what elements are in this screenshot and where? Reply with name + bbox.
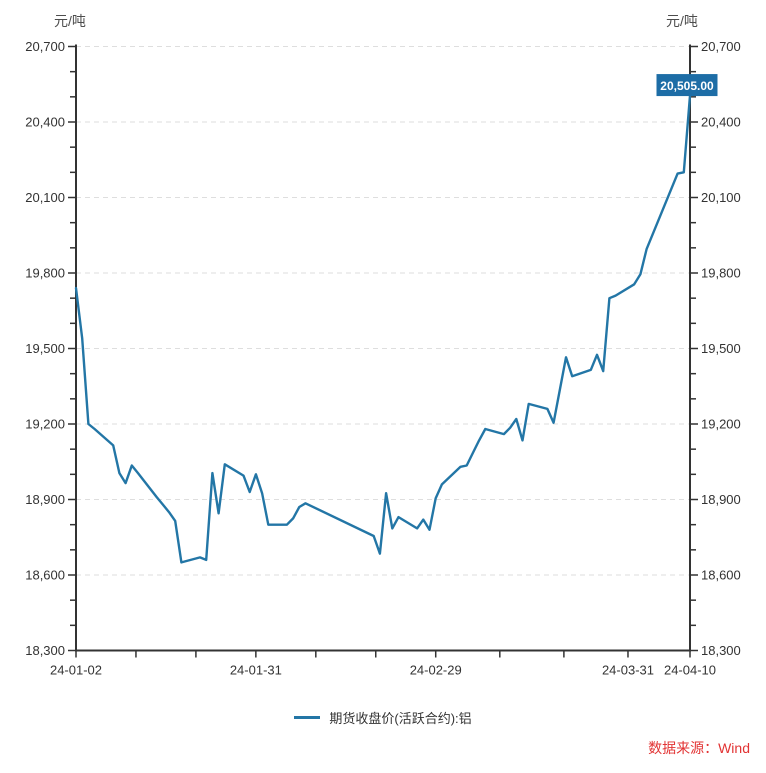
x-axis-labels: 24-01-02 24-01-31 24-02-29 24-03-31 24-04-10 xyxy=(50,663,716,678)
x-tick-label: 24-01-31 xyxy=(230,663,282,678)
last-price-badge: 20,505.00 xyxy=(656,74,718,97)
x-axis-ticks xyxy=(75,650,691,658)
y-tick-label-left: 18,600 xyxy=(25,568,65,583)
y-tick-label-left: 18,900 xyxy=(25,492,65,507)
y-tick-label-left: 19,200 xyxy=(25,417,65,432)
x-tick-label: 24-03-31 xyxy=(602,663,654,678)
y-tick-label-right: 18,900 xyxy=(701,492,741,507)
y-tick-label-right: 20,100 xyxy=(701,190,741,205)
legend-line-swatch xyxy=(294,715,321,719)
price-line xyxy=(74,94,692,564)
gridlines xyxy=(76,46,690,576)
y-tick-label-right: 19,800 xyxy=(701,266,741,281)
axes xyxy=(75,44,691,652)
price-line-chart[interactable]: 18,300 18,300 18,600 18,600 18,900 18,900 19,2… xyxy=(0,0,766,700)
y-axis-unit-left: 元/吨 xyxy=(54,13,86,29)
y-tick-label-right: 18,300 xyxy=(701,643,741,658)
y-tick-label-left: 20,700 xyxy=(25,39,65,54)
y-axis-unit-right: 元/吨 xyxy=(666,13,698,29)
y-tick-label-left: 19,500 xyxy=(25,341,65,356)
legend[interactable]: 期货收盘价(活跃合约):铝 xyxy=(0,706,766,728)
y-axis-labels: 18,300 18,300 18,600 18,600 18,900 18,900 19,2… xyxy=(25,39,741,658)
y-tick-label-left: 20,400 xyxy=(25,115,65,130)
y-tick-label-right: 19,200 xyxy=(701,417,741,432)
x-tick-label: 24-04-10 xyxy=(664,663,716,678)
last-price-badge-text: 20,505.00 xyxy=(660,79,714,93)
y-tick-label-left: 19,800 xyxy=(25,266,65,281)
y-axis-ticks xyxy=(68,45,698,652)
y-tick-label-left: 20,100 xyxy=(25,190,65,205)
y-tick-label-right: 18,600 xyxy=(701,568,741,583)
y-tick-label-left: 18,300 xyxy=(25,643,65,658)
legend-series-label: 期货收盘价(活跃合约):铝 xyxy=(329,710,472,726)
data-source-label: 数据来源：Wind xyxy=(648,740,750,756)
x-tick-label: 24-01-02 xyxy=(50,663,102,678)
y-tick-label-right: 20,700 xyxy=(701,39,741,54)
y-tick-label-right: 20,400 xyxy=(701,115,741,130)
x-tick-label: 24-02-29 xyxy=(410,663,462,678)
y-tick-label-right: 19,500 xyxy=(701,341,741,356)
